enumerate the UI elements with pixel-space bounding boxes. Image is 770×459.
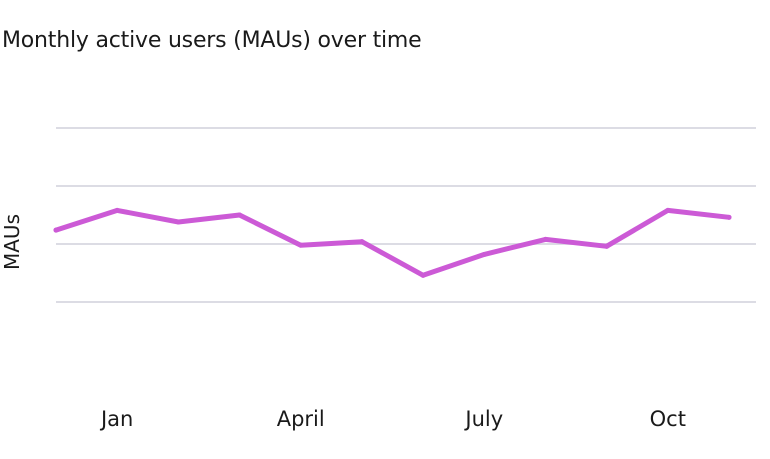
data-point-5 [359, 239, 365, 245]
data-point-7 [481, 251, 487, 257]
data-point-10 [665, 207, 671, 213]
x-tick-label: April [277, 407, 325, 431]
x-tick-label: July [463, 407, 503, 431]
data-point-0 [53, 227, 59, 233]
data-point-6 [420, 272, 426, 278]
data-point-9 [604, 243, 610, 249]
x-tick-label: Oct [650, 407, 686, 431]
data-point-4 [298, 242, 304, 248]
data-point-3 [237, 212, 243, 218]
gridlines [56, 127, 756, 303]
chart-title: Monthly active users (MAUs) over time [2, 28, 422, 53]
data-point-2 [175, 219, 181, 225]
series-line-0 [53, 207, 732, 278]
series-layer [53, 207, 732, 278]
data-point-1 [114, 207, 120, 213]
data-point-11 [726, 214, 732, 220]
x-tick-label: Jan [99, 407, 133, 431]
data-point-8 [542, 236, 548, 242]
x-axis-ticks: Jan April July Oct [99, 407, 686, 431]
